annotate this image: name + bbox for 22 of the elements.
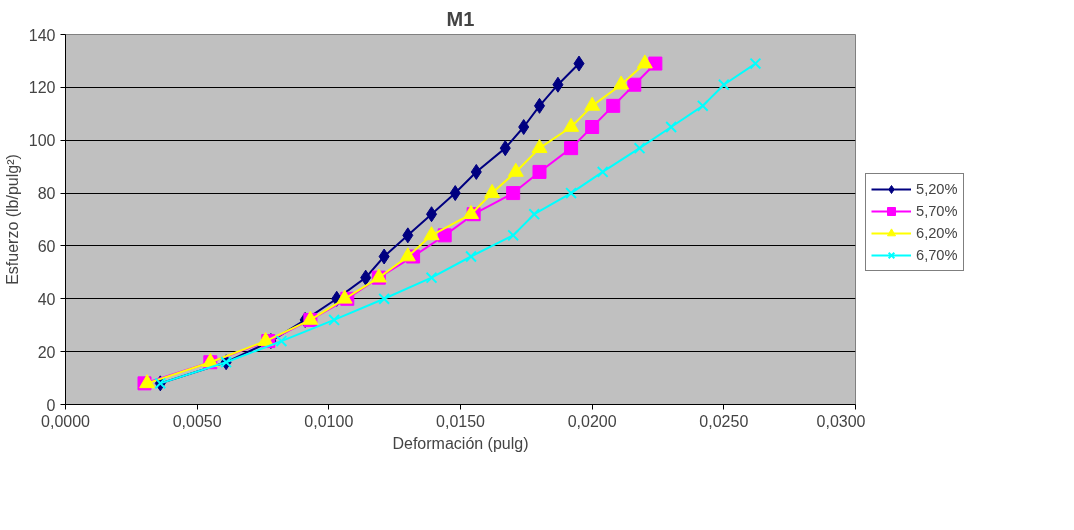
x-tick-label: 0,0300: [816, 412, 866, 430]
legend-label: 6,20%: [916, 225, 958, 241]
y-tick-label: 20: [37, 343, 56, 361]
x-tick-label: 0,0100: [304, 412, 354, 430]
y-tick-label: 80: [37, 185, 56, 203]
x-tick-label: 0,0250: [699, 412, 749, 430]
y-tick-label: 0: [46, 396, 56, 414]
x-axis-title: Deformación (pulg): [392, 434, 529, 452]
x-tick-label: 0,0050: [172, 412, 222, 430]
y-tick-label: 60: [37, 237, 56, 255]
legend-label: 5,20%: [916, 181, 958, 197]
x-tick-label: 0,0150: [436, 412, 486, 430]
y-axis-title: Esfuerzo (lb/pulg²): [3, 154, 21, 285]
y-tick-label: 100: [28, 132, 56, 150]
y-tick-label: 120: [28, 79, 56, 97]
chart-title: M1: [446, 7, 475, 30]
x-tick-label: 0,0000: [41, 412, 91, 430]
legend-label: 5,70%: [916, 203, 958, 219]
y-tick-label: 40: [37, 290, 56, 308]
legend-label: 6,70%: [916, 247, 958, 263]
y-tick-label: 140: [28, 26, 56, 44]
x-tick-label: 0,0200: [567, 412, 617, 430]
